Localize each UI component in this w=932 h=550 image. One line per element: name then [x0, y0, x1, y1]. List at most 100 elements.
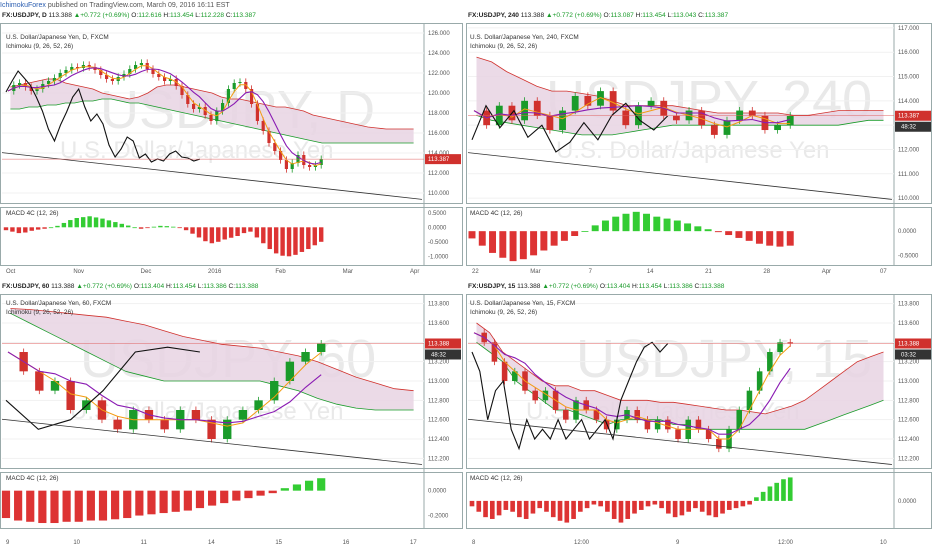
- kijun-sen: [7, 67, 322, 165]
- macd-bar: [740, 500, 746, 507]
- candle-body: [99, 70, 103, 75]
- macd-bar: [663, 218, 671, 232]
- candle-body: [244, 82, 248, 89]
- candle-body: [29, 87, 33, 91]
- macd-bar: [151, 226, 157, 228]
- macd-bar: [138, 227, 144, 229]
- main-pane-frame: [0, 23, 463, 204]
- macd-bar: [544, 500, 549, 512]
- author-link[interactable]: IchimokuForex: [0, 2, 46, 9]
- macd-pane-frame: [0, 207, 463, 266]
- trend-line: [1, 152, 423, 200]
- chart-panel-daily[interactable]: FX:USDJPY, D 113.388 ▲+0.772 (+0.69%) O:…: [0, 11, 463, 279]
- macd-bar: [50, 490, 59, 524]
- time-tick-label: Feb: [275, 269, 286, 275]
- price-tick-label: 116.000: [898, 50, 920, 56]
- macd-bar: [16, 227, 22, 234]
- macd-bar: [183, 227, 189, 231]
- macd-bar: [74, 218, 79, 228]
- ichimoku-cloud: [10, 79, 414, 143]
- chikou-span: [5, 70, 201, 163]
- macd-bar: [652, 500, 658, 505]
- candle-body: [207, 419, 216, 439]
- candle-body: [584, 95, 592, 106]
- published-text: published on TradingView.com, March 09, …: [47, 2, 230, 9]
- candle-body: [180, 86, 184, 95]
- macd-bar: [317, 478, 326, 491]
- candle-body: [192, 104, 196, 109]
- candle-body: [736, 110, 744, 121]
- chart-panel-240[interactable]: FX:USDJPY, 240 113.388 ▲+0.772 (+0.69%) …: [466, 11, 932, 279]
- time-tick-label: Mar: [530, 269, 540, 275]
- symbol: FX:USDJPY, 60: [2, 283, 50, 290]
- macd-bar: [706, 500, 712, 516]
- price-tick-label: 113.800: [898, 302, 920, 308]
- price-tick-label: 114.000: [898, 99, 920, 105]
- candle-body: [559, 110, 566, 131]
- candle-body: [501, 361, 508, 381]
- macd-bar: [476, 500, 482, 512]
- candle-body: [705, 429, 712, 439]
- main-pane-frame: [0, 294, 463, 469]
- candle-body: [319, 159, 323, 165]
- symbol: FX:USDJPY, 15: [468, 283, 516, 290]
- candle-body: [139, 63, 143, 65]
- candle-body: [160, 419, 169, 430]
- macd-bar: [232, 490, 241, 501]
- macd-tick-label: -0.5000: [428, 240, 449, 246]
- macd-bar: [679, 500, 685, 516]
- macd-bar: [612, 216, 620, 232]
- time-tick-label: 14: [208, 540, 215, 546]
- macd-bar: [653, 216, 661, 232]
- macd-bar: [530, 231, 538, 256]
- macd-bar: [754, 497, 759, 501]
- candle-body: [18, 83, 22, 85]
- macd-bar: [3, 227, 9, 231]
- candle-body: [151, 69, 155, 74]
- price-tick-label: 113.600: [428, 321, 450, 327]
- candle-body: [665, 419, 671, 430]
- candle-body: [609, 91, 617, 111]
- chart-svg[interactable]: 113.800113.600113.400113.200113.000112.8…: [0, 282, 463, 550]
- chart-panel-15[interactable]: FX:USDJPY, 15 113.388 ▲+0.772 (+0.69%) O…: [466, 282, 932, 550]
- macd-bar: [537, 500, 543, 509]
- macd-bar: [781, 479, 786, 501]
- candle-body: [654, 419, 661, 430]
- chart-svg[interactable]: 117.000116.000115.000114.000113.000112.0…: [466, 11, 932, 279]
- senkou-span-b: [10, 78, 414, 130]
- countdown-box: [895, 121, 931, 132]
- macd-bar: [268, 490, 277, 494]
- macd-bar: [571, 500, 576, 519]
- candle-body: [58, 73, 62, 78]
- macd-bar: [244, 490, 253, 499]
- watermark-name: U.S. Dollar/Japanese Yen: [60, 137, 334, 164]
- macd-bar: [591, 225, 599, 232]
- time-tick-label: 14: [647, 269, 654, 275]
- macd-bar: [100, 218, 105, 228]
- candle-body: [134, 65, 138, 69]
- indicator-label: Ichimoku (9, 26, 52, 26): [6, 43, 74, 50]
- macd-bar: [23, 227, 28, 233]
- macd-bar: [672, 500, 678, 518]
- price-tick-label: 122.000: [428, 71, 450, 77]
- chart-svg[interactable]: 126.000 124.000 122.000 120.000 118.000 116.0…: [0, 11, 463, 279]
- macd-bar: [766, 231, 774, 246]
- candle-body: [279, 151, 283, 160]
- ichimoku-cloud: [10, 308, 414, 410]
- indicator-label: Ichimoku (9, 26, 52, 26): [470, 309, 538, 316]
- candle-body: [774, 125, 781, 131]
- macd-label: MACD 4C (12, 26): [470, 475, 523, 482]
- macd-bar: [254, 227, 260, 238]
- price-tick-label: 111.000: [898, 172, 919, 178]
- price-tick-label: 117.000: [898, 26, 920, 32]
- candle-body: [786, 115, 794, 126]
- macd-bar: [42, 227, 47, 229]
- chart-panel-60[interactable]: FX:USDJPY, 60 113.388 ▲+0.772 (+0.69%) O…: [0, 282, 463, 550]
- chart-title: U.S. Dollar/Japanese Yen, D, FXCM: [6, 34, 109, 41]
- price-tick-label: 120.000: [428, 91, 450, 97]
- candle-body: [532, 390, 538, 401]
- macd-bar: [584, 500, 590, 509]
- macd-bar: [666, 500, 671, 514]
- chart-svg[interactable]: 113.800113.600113.400113.200113.000112.8…: [466, 282, 932, 550]
- kijun-sen: [473, 105, 791, 124]
